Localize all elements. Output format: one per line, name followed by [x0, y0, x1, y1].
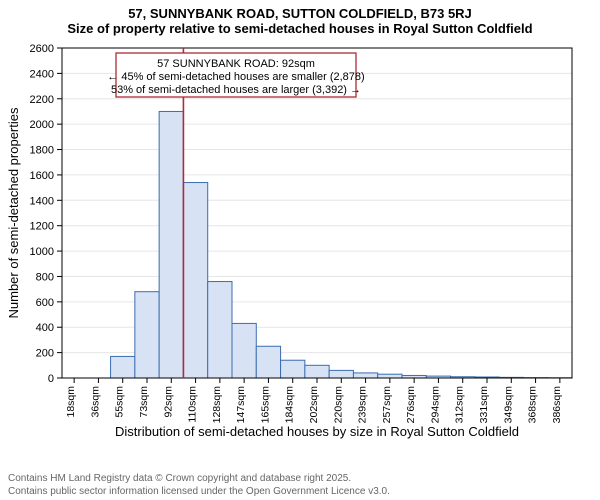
chart-title-main: 57, SUNNYBANK ROAD, SUTTON COLDFIELD, B7…: [0, 0, 600, 21]
bar: [232, 323, 256, 378]
svg-text:0: 0: [48, 373, 54, 385]
svg-text:1200: 1200: [30, 221, 54, 233]
bar: [159, 111, 183, 378]
x-tick-label: 257sqm: [381, 386, 393, 424]
bar: [305, 365, 329, 378]
marker-annotation-line: 53% of semi-detached houses are larger (…: [111, 84, 361, 96]
bar: [281, 360, 305, 378]
svg-text:2400: 2400: [30, 68, 54, 80]
bar: [353, 373, 377, 378]
svg-text:1800: 1800: [30, 145, 54, 157]
chart-area: 0 200 400 600 800 1000 1200 1400 1600 1800 2000 220…: [0, 40, 600, 440]
svg-text:800: 800: [36, 271, 54, 283]
bar: [208, 282, 232, 378]
x-tick-label: 73sqm: [138, 386, 150, 418]
x-tick-label: 386sqm: [551, 386, 563, 424]
chart-title-sub: Size of property relative to semi-detach…: [0, 21, 600, 40]
x-tick-label: 276sqm: [405, 386, 417, 424]
bar: [183, 183, 207, 378]
svg-text:2200: 2200: [30, 94, 54, 106]
x-tick-label: 202sqm: [308, 386, 320, 424]
footer-attribution: Contains HM Land Registry data © Crown c…: [8, 473, 390, 498]
x-tick-label: 36sqm: [89, 386, 101, 418]
x-tick-label: 294sqm: [429, 386, 441, 424]
footer-line-2: Contains public sector information licen…: [8, 486, 390, 499]
bar: [135, 292, 159, 378]
x-tick-label: 331sqm: [478, 386, 490, 424]
x-tick-label: 312sqm: [454, 386, 466, 424]
svg-text:2000: 2000: [30, 119, 54, 131]
x-tick-label: 128sqm: [211, 386, 223, 424]
bar: [329, 370, 353, 378]
marker-annotation-line: ← 45% of semi-detached houses are smalle…: [107, 71, 364, 83]
bar: [378, 374, 402, 378]
svg-text:200: 200: [36, 348, 54, 360]
svg-text:1000: 1000: [30, 246, 54, 258]
bar: [111, 356, 135, 378]
x-tick-label: 184sqm: [284, 386, 296, 424]
x-tick-label: 368sqm: [527, 386, 539, 424]
svg-text:2600: 2600: [30, 43, 54, 55]
bar: [256, 346, 280, 378]
svg-text:600: 600: [36, 297, 54, 309]
x-tick-label: 349sqm: [502, 386, 514, 424]
x-tick-label: 55sqm: [114, 386, 126, 418]
svg-text:1400: 1400: [30, 195, 54, 207]
footer-line-1: Contains HM Land Registry data © Crown c…: [8, 473, 390, 486]
x-tick-label: 92sqm: [162, 386, 174, 418]
marker-annotation-line: 57 SUNNYBANK ROAD: 92sqm: [157, 58, 315, 70]
x-tick-label: 18sqm: [65, 386, 77, 418]
svg-text:400: 400: [36, 322, 54, 334]
svg-text:1600: 1600: [30, 170, 54, 182]
x-tick-label: 220sqm: [332, 386, 344, 424]
x-axis-title: Distribution of semi-detached houses by …: [115, 424, 519, 439]
y-axis-title: Number of semi-detached properties: [6, 107, 21, 318]
x-tick-label: 165sqm: [259, 386, 271, 424]
x-tick-label: 110sqm: [187, 386, 199, 423]
x-tick-label: 147sqm: [235, 386, 247, 424]
chart-svg: 0 200 400 600 800 1000 1200 1400 1600 1800 2000 220…: [0, 40, 600, 440]
x-tick-label: 239sqm: [357, 386, 369, 424]
